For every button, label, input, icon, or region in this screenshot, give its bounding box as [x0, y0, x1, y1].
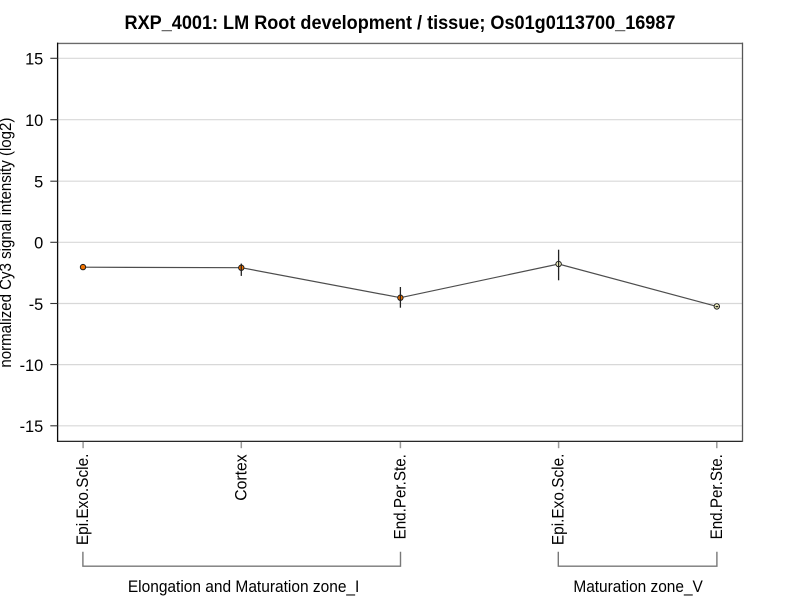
svg-text:-5: -5: [29, 296, 44, 314]
svg-text:10: 10: [25, 112, 43, 130]
svg-text:0: 0: [34, 235, 43, 253]
svg-text:Maturation zone_V: Maturation zone_V: [573, 578, 703, 596]
svg-text:-10: -10: [20, 357, 44, 375]
svg-text:End.Per.Ste.: End.Per.Ste.: [391, 454, 409, 539]
svg-text:-15: -15: [20, 418, 44, 436]
svg-text:5: 5: [34, 174, 43, 192]
svg-text:Epi.Exo.Scle.: Epi.Exo.Scle.: [550, 454, 568, 545]
svg-text:End.Per.Ste.: End.Per.Ste.: [708, 454, 726, 539]
svg-text:15: 15: [25, 51, 43, 69]
svg-text:Epi.Exo.Scle.: Epi.Exo.Scle.: [74, 454, 92, 545]
svg-text:RXP_4001: LM Root development: RXP_4001: LM Root development / tissue; …: [125, 13, 676, 34]
svg-text:normalized Cy3 signal intensit: normalized Cy3 signal intensity (log2): [0, 118, 15, 368]
svg-text:Elongation and Maturation zone: Elongation and Maturation zone_I: [128, 578, 360, 596]
svg-text:Cortex: Cortex: [232, 454, 250, 501]
